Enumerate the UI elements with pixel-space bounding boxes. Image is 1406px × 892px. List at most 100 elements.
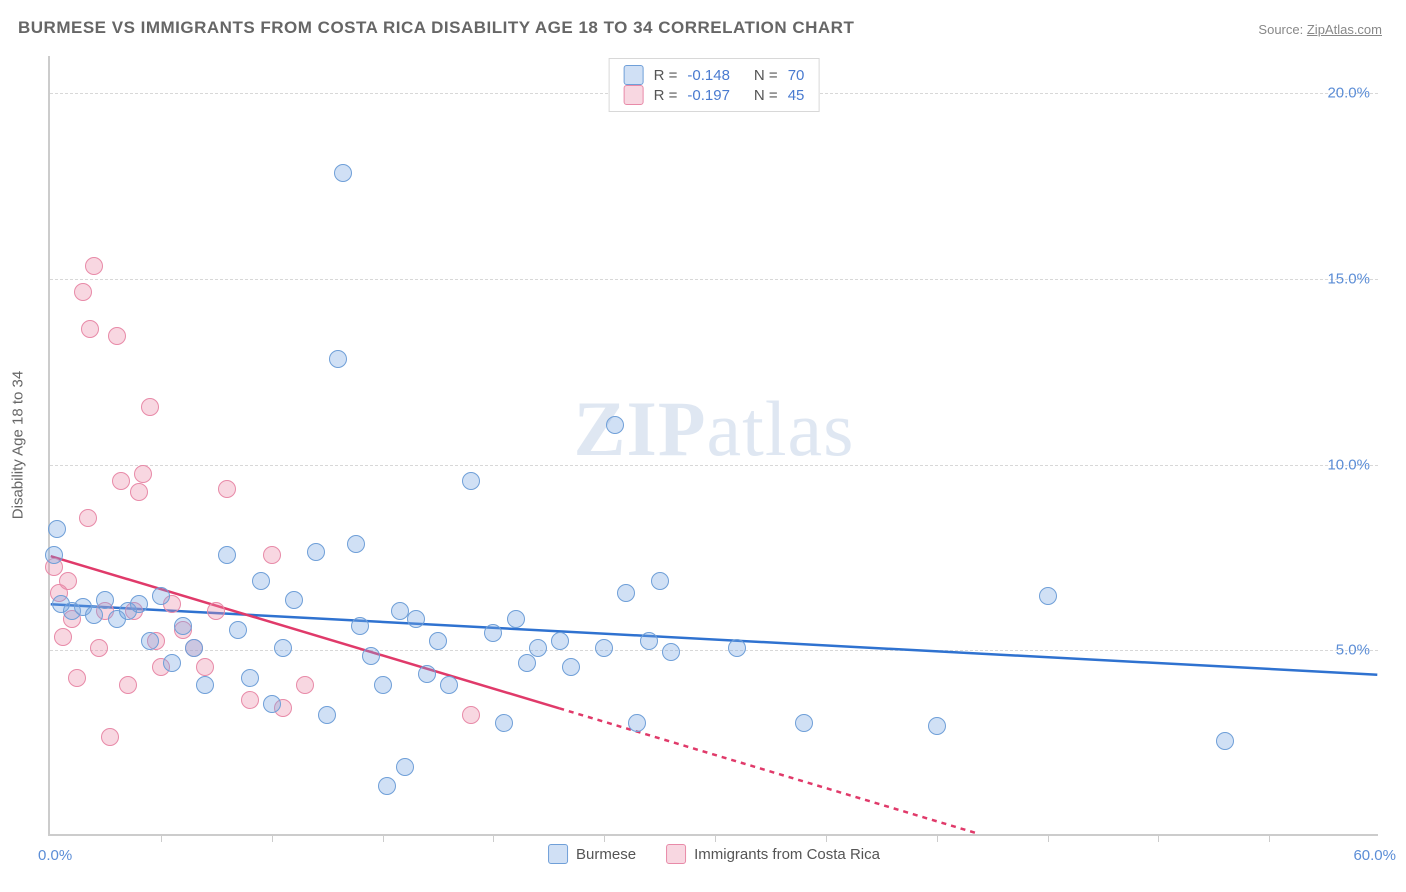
data-point-costarica[interactable] (119, 676, 137, 694)
data-point-burmese[interactable] (45, 546, 63, 564)
data-point-burmese[interactable] (307, 543, 325, 561)
data-point-costarica[interactable] (68, 669, 86, 687)
x-tick (493, 834, 494, 842)
data-point-burmese[interactable] (462, 472, 480, 490)
correlation-legend: R = -0.148 N = 70 R = -0.197 N = 45 (609, 58, 820, 112)
data-point-burmese[interactable] (595, 639, 613, 657)
y-tick-label: 20.0% (1327, 85, 1370, 102)
data-point-burmese[interactable] (429, 632, 447, 650)
data-point-burmese[interactable] (418, 665, 436, 683)
data-point-burmese[interactable] (318, 706, 336, 724)
y-tick-label: 5.0% (1336, 642, 1370, 659)
data-point-costarica[interactable] (130, 483, 148, 501)
source-link[interactable]: ZipAtlas.com (1307, 22, 1382, 37)
legend-item-burmese[interactable]: Burmese (548, 844, 636, 864)
data-point-burmese[interactable] (440, 676, 458, 694)
data-point-burmese[interactable] (85, 606, 103, 624)
data-point-burmese[interactable] (334, 164, 352, 182)
data-point-costarica[interactable] (74, 283, 92, 301)
data-point-costarica[interactable] (462, 706, 480, 724)
n-label: N = (754, 87, 778, 104)
data-point-burmese[interactable] (218, 546, 236, 564)
data-point-costarica[interactable] (196, 658, 214, 676)
data-point-burmese[interactable] (48, 520, 66, 538)
data-point-burmese[interactable] (507, 610, 525, 628)
data-point-burmese[interactable] (518, 654, 536, 672)
data-point-burmese[interactable] (662, 643, 680, 661)
data-point-costarica[interactable] (218, 480, 236, 498)
x-tick (826, 834, 827, 842)
x-tick (937, 834, 938, 842)
data-point-burmese[interactable] (795, 714, 813, 732)
y-tick-label: 10.0% (1327, 456, 1370, 473)
data-point-burmese[interactable] (96, 591, 114, 609)
legend-item-costarica[interactable]: Immigrants from Costa Rica (666, 844, 880, 864)
data-point-burmese[interactable] (185, 639, 203, 657)
data-point-burmese[interactable] (928, 717, 946, 735)
r-label: R = (654, 67, 678, 84)
legend-row-costarica: R = -0.197 N = 45 (624, 85, 805, 105)
data-point-burmese[interactable] (484, 624, 502, 642)
data-point-burmese[interactable] (374, 676, 392, 694)
source-label: Source: (1258, 22, 1303, 37)
data-point-burmese[interactable] (651, 572, 669, 590)
data-point-burmese[interactable] (141, 632, 159, 650)
data-point-burmese[interactable] (263, 695, 281, 713)
data-point-burmese[interactable] (728, 639, 746, 657)
data-point-costarica[interactable] (79, 509, 97, 527)
x-tick (715, 834, 716, 842)
data-point-burmese[interactable] (130, 595, 148, 613)
data-point-burmese[interactable] (562, 658, 580, 676)
data-point-costarica[interactable] (296, 676, 314, 694)
data-point-burmese[interactable] (347, 535, 365, 553)
data-point-burmese[interactable] (1216, 732, 1234, 750)
data-point-burmese[interactable] (152, 587, 170, 605)
data-point-burmese[interactable] (407, 610, 425, 628)
swatch-burmese (624, 65, 644, 85)
legend-row-burmese: R = -0.148 N = 70 (624, 65, 805, 85)
data-point-burmese[interactable] (163, 654, 181, 672)
data-point-burmese[interactable] (351, 617, 369, 635)
data-point-costarica[interactable] (59, 572, 77, 590)
n-value-burmese: 70 (788, 67, 805, 84)
data-point-burmese[interactable] (378, 777, 396, 795)
data-point-burmese[interactable] (196, 676, 214, 694)
data-point-burmese[interactable] (551, 632, 569, 650)
series-legend: Burmese Immigrants from Costa Rica (548, 844, 880, 864)
data-point-burmese[interactable] (274, 639, 292, 657)
data-point-burmese[interactable] (362, 647, 380, 665)
data-point-costarica[interactable] (263, 546, 281, 564)
data-point-costarica[interactable] (241, 691, 259, 709)
data-point-burmese[interactable] (396, 758, 414, 776)
data-point-costarica[interactable] (112, 472, 130, 490)
data-point-burmese[interactable] (628, 714, 646, 732)
y-tick-label: 15.0% (1327, 270, 1370, 287)
data-point-costarica[interactable] (134, 465, 152, 483)
data-point-burmese[interactable] (617, 584, 635, 602)
data-point-burmese[interactable] (640, 632, 658, 650)
data-point-burmese[interactable] (252, 572, 270, 590)
x-tick (1048, 834, 1049, 842)
x-tick (161, 834, 162, 842)
data-point-costarica[interactable] (81, 320, 99, 338)
data-point-burmese[interactable] (529, 639, 547, 657)
gridline (50, 279, 1378, 280)
data-point-costarica[interactable] (207, 602, 225, 620)
data-point-costarica[interactable] (101, 728, 119, 746)
data-point-burmese[interactable] (241, 669, 259, 687)
data-point-burmese[interactable] (495, 714, 513, 732)
data-point-costarica[interactable] (90, 639, 108, 657)
data-point-burmese[interactable] (229, 621, 247, 639)
data-point-costarica[interactable] (54, 628, 72, 646)
data-point-burmese[interactable] (606, 416, 624, 434)
source-attribution: Source: ZipAtlas.com (1258, 22, 1382, 37)
data-point-costarica[interactable] (108, 327, 126, 345)
data-point-burmese[interactable] (1039, 587, 1057, 605)
data-point-costarica[interactable] (85, 257, 103, 275)
x-tick (1158, 834, 1159, 842)
trend-lines (50, 56, 1378, 834)
data-point-burmese[interactable] (329, 350, 347, 368)
data-point-burmese[interactable] (285, 591, 303, 609)
data-point-costarica[interactable] (141, 398, 159, 416)
data-point-burmese[interactable] (174, 617, 192, 635)
